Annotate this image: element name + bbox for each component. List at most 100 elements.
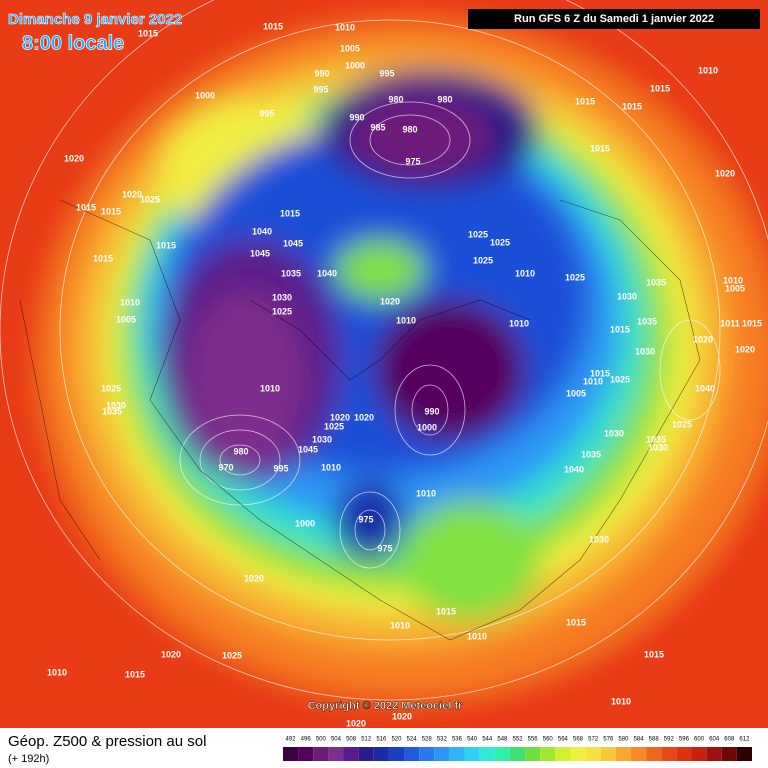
isobars — [0, 0, 768, 700]
isobar-label: 1025 — [101, 383, 121, 393]
colorbar-tick-label: 600 — [694, 737, 705, 743]
isobar-label: 1015 — [93, 253, 113, 263]
colorbar-swatch — [388, 747, 405, 761]
isobar-label: 1015 — [742, 318, 762, 328]
colorbar-swatch — [283, 747, 299, 761]
colorbar-swatch — [525, 747, 541, 761]
isobar-label: 1030 — [312, 434, 332, 444]
isobar-label: 980 — [233, 446, 248, 456]
footer-title: Géop. Z500 & pression au sol — [8, 733, 206, 750]
isobar-label: 1011 — [720, 318, 740, 328]
colorbar-swatch — [343, 747, 359, 761]
colorbar-tick-label: 572 — [588, 737, 599, 743]
colorbar-tick-label: 536 — [452, 737, 463, 743]
isobar-label: 1015 — [575, 96, 595, 106]
isobar-label: 1030 — [272, 292, 292, 302]
isobar-label: 1015 — [156, 240, 176, 250]
isobar-label: 1025 — [672, 419, 692, 429]
isobar-label: 985 — [370, 122, 385, 132]
colorbar-swatch — [691, 747, 707, 761]
isobar-label: 975 — [405, 156, 420, 166]
colorbar-swatch — [615, 747, 631, 761]
isobar-label: 1030 — [617, 291, 637, 301]
isobar-label: 1020 — [64, 153, 84, 163]
isobar-label: 1010 — [260, 383, 280, 393]
colorbar-swatch — [494, 747, 510, 761]
colorbar-swatch — [646, 747, 662, 761]
colorbar-swatch — [706, 747, 722, 761]
isobar-label: 1015 — [566, 617, 586, 627]
isobar-label: 980 — [402, 124, 417, 134]
isobar-label: 1010 — [396, 315, 416, 325]
isobar-label: 1010 — [47, 667, 67, 677]
colorbar-tick-label: 520 — [391, 737, 402, 743]
isobar-label: 1040 — [317, 268, 337, 278]
isobar-label: 1015 — [590, 143, 610, 153]
isobar-label: 1015 — [76, 202, 96, 212]
isobar-label: 1010 — [390, 620, 410, 630]
colorbar-tick-label: 608 — [724, 737, 735, 743]
copyright: Copyright © 2022 Meteociel.fr — [308, 700, 464, 712]
isobar-label: 1045 — [298, 444, 318, 454]
isobar-label: 1030 — [648, 442, 668, 452]
isobar-label: 1010 — [515, 268, 535, 278]
isobar-label: 1000 — [195, 90, 215, 100]
colorbar-tick-label: 508 — [346, 737, 357, 743]
colorbar-swatch — [736, 747, 752, 761]
isobar-label: 1005 — [340, 43, 360, 53]
isobar-label: 1020 — [346, 718, 366, 728]
footer-lead: (+ 192h) — [8, 753, 49, 765]
colorbar-swatch — [600, 747, 616, 761]
isobar-label: 975 — [358, 514, 373, 524]
isobar-label: 1020 — [330, 412, 350, 422]
isobar-label: 1010 — [509, 318, 529, 328]
colorbar-swatch — [570, 747, 586, 761]
isobar-label: 1010 — [723, 275, 743, 285]
isobar-label: 970 — [218, 462, 233, 472]
isobar-label: 1015 — [622, 101, 642, 111]
colorbar-tick-label: 568 — [573, 737, 584, 743]
colorbar-tick-label: 604 — [709, 737, 720, 743]
coastlines — [19, 199, 701, 641]
isobar-label: 1030 — [106, 400, 126, 410]
isobar-label: 1020 — [354, 412, 374, 422]
local-time: 8:00 locale — [22, 32, 124, 54]
colorbar-tick-label: 588 — [649, 737, 660, 743]
colorbar-swatch — [509, 747, 526, 761]
isobar-label: 1035 — [646, 434, 666, 444]
isobar-label: 1000 — [345, 60, 365, 70]
isobar-label: 1045 — [283, 238, 303, 248]
isobar-label: 1035 — [102, 406, 122, 416]
colorbar-tick-label: 612 — [739, 737, 750, 743]
colorbar-swatch — [298, 747, 314, 761]
isobar-label: 1015 — [610, 324, 630, 334]
isobar-label: 1030 — [604, 428, 624, 438]
colorbar-tick-label: 548 — [497, 737, 508, 743]
isobar-label: 1015 — [280, 208, 300, 218]
isobar-label: 1010 — [335, 22, 355, 32]
colorbar-swatch — [676, 747, 692, 761]
isobar-label: 975 — [377, 543, 392, 553]
isobar-label: 1020 — [392, 711, 412, 721]
colorbar-tick-label: 552 — [512, 737, 523, 743]
colorbar-tick-label: 492 — [286, 737, 297, 743]
isobar-label: 1030 — [635, 346, 655, 356]
isobar-label: 1020 — [693, 334, 713, 344]
isobar-label: 1005 — [116, 314, 136, 324]
isobar-label: 1005 — [725, 283, 745, 293]
isobar-label: 1025 — [473, 255, 493, 265]
isobar-label: 1020 — [735, 344, 755, 354]
isobar-label: 1010 — [120, 297, 140, 307]
isobar-label: 1035 — [646, 277, 666, 287]
colorbar-swatch — [434, 747, 450, 761]
isobar-label: 1015 — [101, 206, 121, 216]
isobar-label: 1040 — [695, 383, 715, 393]
isobar-label: 1015 — [436, 606, 456, 616]
colorbar-tick-label: 500 — [316, 737, 327, 743]
colorbar-swatch — [373, 747, 389, 761]
colorbar-tick-label: 504 — [331, 737, 342, 743]
isobar-label: 995 — [259, 108, 274, 118]
isobar-label: 1035 — [281, 268, 301, 278]
